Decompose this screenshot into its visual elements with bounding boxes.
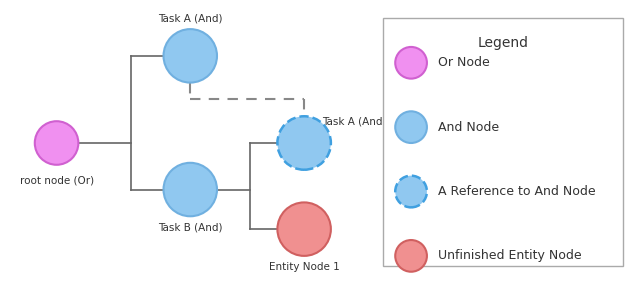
- Circle shape: [163, 29, 217, 83]
- Text: Task A (And): Task A (And): [158, 13, 223, 23]
- Text: Legend: Legend: [477, 36, 529, 50]
- Circle shape: [35, 121, 78, 165]
- Text: Or Node: Or Node: [438, 56, 490, 69]
- FancyBboxPatch shape: [383, 18, 623, 266]
- Circle shape: [396, 176, 427, 207]
- Circle shape: [396, 47, 427, 79]
- Text: Entity Node 1: Entity Node 1: [269, 262, 339, 272]
- Circle shape: [163, 163, 217, 216]
- Text: A Reference to And Node: A Reference to And Node: [438, 185, 595, 198]
- Text: Task A (And): Task A (And): [322, 116, 387, 126]
- Text: And Node: And Node: [438, 121, 499, 134]
- Circle shape: [396, 111, 427, 143]
- Text: Unfinished Entity Node: Unfinished Entity Node: [438, 249, 582, 262]
- Circle shape: [277, 202, 331, 256]
- Circle shape: [277, 116, 331, 170]
- Circle shape: [396, 240, 427, 272]
- Text: Task B (And): Task B (And): [158, 222, 223, 232]
- Text: root node (Or): root node (Or): [19, 176, 93, 186]
